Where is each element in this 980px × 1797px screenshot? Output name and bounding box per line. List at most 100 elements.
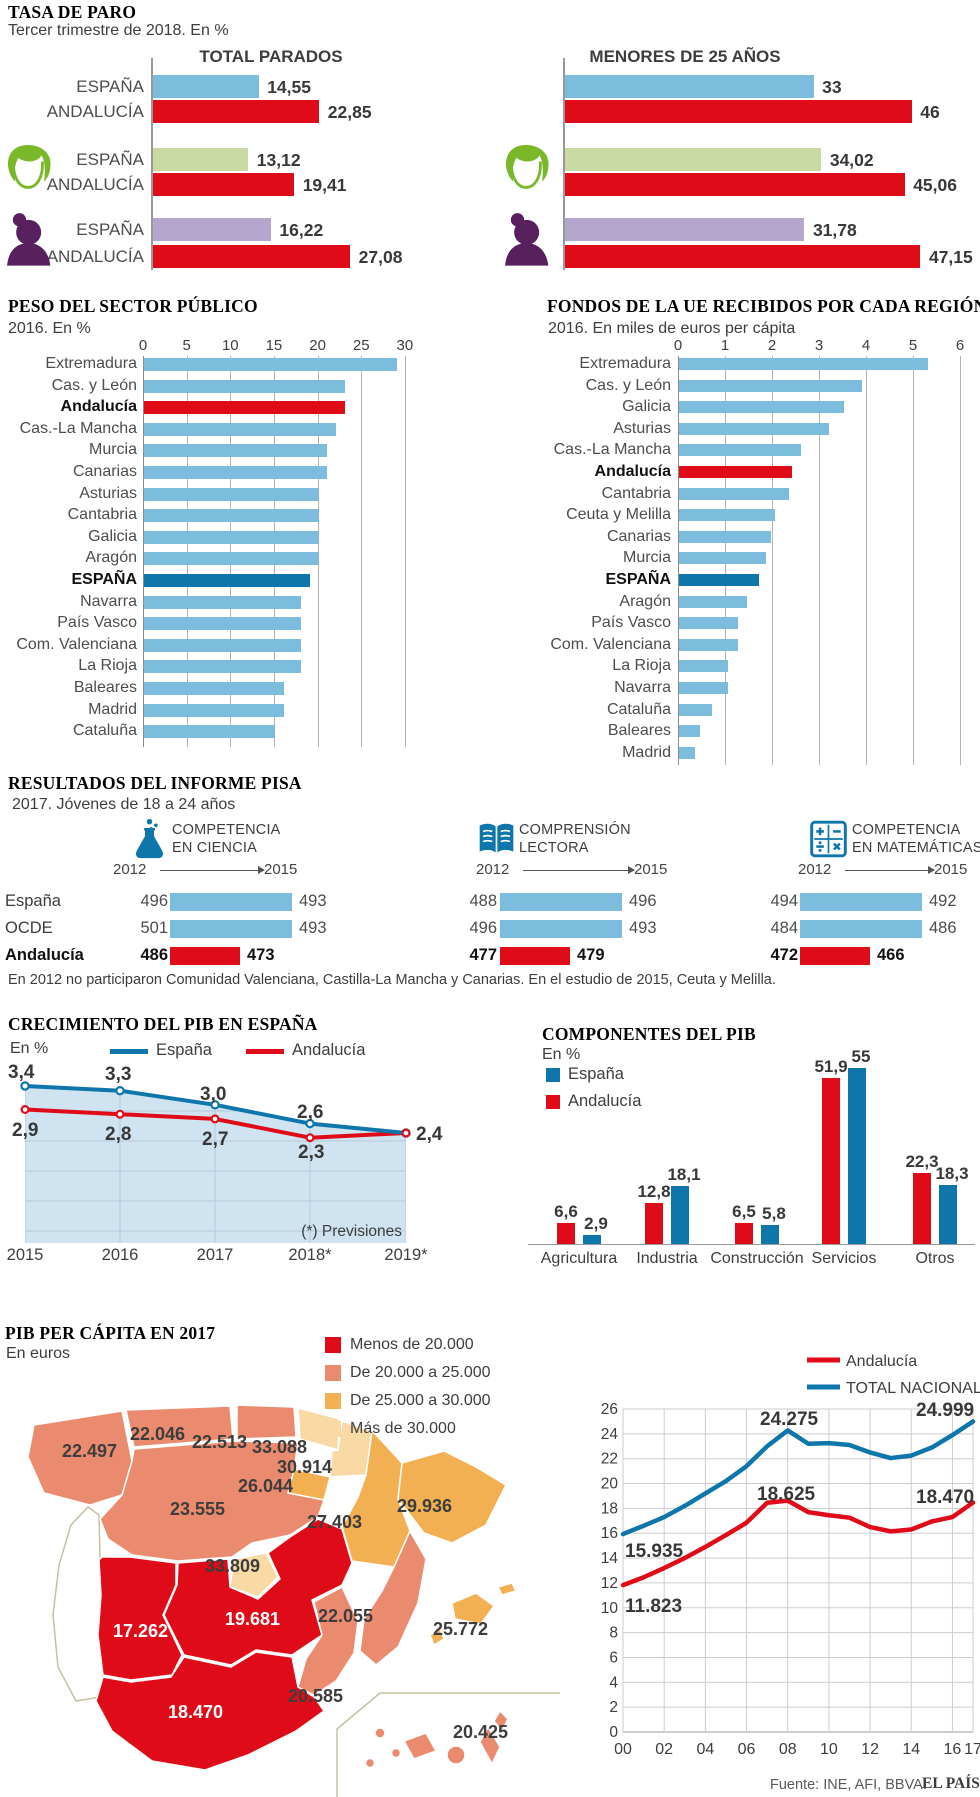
bar-value: 6,6 <box>554 1201 578 1221</box>
row-label-Murcia: Murcia <box>88 441 137 459</box>
book-icon <box>478 818 515 860</box>
y-tick-label: 24 <box>601 1426 619 1443</box>
bar-menores-ESPAÑA <box>564 218 805 241</box>
row-label-Cas. y León: Cas. y León <box>585 376 671 394</box>
y-tick-label: 26 <box>601 1401 618 1418</box>
legend-label-TOTAL NACIONAL: TOTAL NACIONAL <box>846 1380 980 1397</box>
man-icon-svg <box>505 145 549 189</box>
value-label-espana: 3,4 <box>8 1062 35 1083</box>
bar-total-ESPAÑA <box>152 218 271 241</box>
bar-andalucia-Otros <box>913 1172 931 1244</box>
bar-Extremadura <box>144 358 398 371</box>
bar-menores-ESPAÑA <box>564 148 822 171</box>
point-espana <box>210 1100 220 1110</box>
row-label-Cantabria: Cantabria <box>67 506 137 524</box>
island-lanzarote <box>493 1710 509 1732</box>
bar-total-ESPAÑA <box>152 148 249 171</box>
category-label-Industria: Industria <box>636 1250 698 1267</box>
row-label-La Rioja: La Rioja <box>78 657 137 675</box>
island-fuerteventura <box>479 1726 501 1765</box>
bar-Extremadura <box>679 358 929 370</box>
legend-label-andalucia: Andalucía <box>292 1041 366 1059</box>
gridline <box>361 356 363 747</box>
bar-Asturias <box>144 487 319 501</box>
pisa-arrow-head <box>258 866 265 874</box>
value-label-espana: 3,0 <box>200 1084 226 1105</box>
bar-value: 2,9 <box>584 1213 608 1233</box>
legend-swatch-España <box>546 1068 560 1082</box>
map-legend-label: De 25.000 a 30.000 <box>350 1392 491 1409</box>
woman-icon-svg <box>7 213 51 266</box>
bar-espana-Otros <box>939 1185 957 1244</box>
row-label-Navarra: Navarra <box>80 592 137 610</box>
x-tick-label: 10 <box>820 1741 838 1758</box>
bar-Cas. y León <box>679 379 863 392</box>
pisa-arrow-line <box>160 869 258 871</box>
bar-Aragón <box>144 552 319 566</box>
row-label-Extremadura: Extremadura <box>579 355 671 372</box>
line-total-nacional <box>620 1419 976 1537</box>
panel-title-menores-25: MENORES DE 25 AÑOS <box>589 47 781 66</box>
bar-value: 55 <box>851 1047 871 1066</box>
map-value-Cantabria: 22.513 <box>192 1432 247 1452</box>
map-value-Murcia: 20.585 <box>288 1686 343 1706</box>
map-value-Extremadura: 17.262 <box>113 1621 168 1641</box>
value-label-espana: 2,4 <box>416 1124 443 1145</box>
pisa-v2015: 466 <box>877 946 905 964</box>
bar-value: 33 <box>822 77 842 97</box>
bar-value: 47,15 <box>928 247 973 267</box>
map-value-Cataluña: 29.936 <box>397 1496 452 1516</box>
componentes-axis <box>528 1244 975 1245</box>
value-label-espana: 3,3 <box>105 1064 131 1085</box>
bar-value: 45,06 <box>913 175 957 195</box>
legend-label-España: España <box>568 1065 624 1083</box>
annotation-Andalucía: 11.823 <box>625 1596 682 1617</box>
man-icon <box>4 142 52 196</box>
y-tick-label: 18 <box>601 1500 618 1517</box>
map-value-Madrid: 33.809 <box>205 1556 260 1576</box>
bar-value: 18,1 <box>667 1165 701 1185</box>
gridline <box>819 356 820 765</box>
book-right-page <box>497 823 514 853</box>
legend-line-andalucia <box>246 1049 284 1054</box>
row-label-Madrid: Madrid <box>622 743 671 761</box>
bar-espana-Agricultura <box>583 1234 601 1244</box>
point-andalucia <box>20 1104 30 1114</box>
row-label-Com. Valenciana: Com. Valenciana <box>16 635 137 653</box>
row-label-Aragón: Aragón <box>85 549 137 567</box>
woman-shoulders <box>505 243 549 266</box>
bar-value: 31,78 <box>812 220 857 240</box>
woman-icon <box>500 212 550 266</box>
x-tick-label: 2017 <box>197 1246 234 1264</box>
map-value-Com. Valenciana: 22.055 <box>318 1606 373 1626</box>
bar-value: 46 <box>920 102 940 122</box>
legend-label-Andalucía: Andalucía <box>568 1092 642 1110</box>
times-sign <box>833 842 841 851</box>
bar-Madrid <box>679 746 696 759</box>
pisa-v2012: 496 <box>140 892 168 910</box>
bar-espana-Construcción <box>761 1225 779 1244</box>
bubble <box>146 818 153 825</box>
legend-swatch-Andalucía <box>546 1095 560 1109</box>
annotation-TOTAL NACIONAL: 24.275 <box>760 1409 819 1430</box>
bar-Murcia <box>679 552 766 565</box>
pisa-v2015: 473 <box>247 946 275 964</box>
bar-Cataluña <box>144 725 275 739</box>
x-tick-label: 04 <box>696 1741 714 1758</box>
bar-value: 13,12 <box>256 150 301 170</box>
pisa-v2015: 493 <box>299 892 327 910</box>
bar-value: 6,5 <box>732 1202 756 1222</box>
axis-line-left <box>151 58 153 270</box>
map-value-Andalucía: 18.470 <box>168 1702 223 1722</box>
x-tick-label: 12 <box>861 1741 879 1758</box>
bar-Com. Valenciana <box>144 638 302 652</box>
row-label-País Vasco: País Vasco <box>57 614 137 632</box>
row-label-Cas. y León: Cas. y León <box>51 376 137 394</box>
map-value-Asturias: 22.046 <box>130 1424 185 1444</box>
category-label-Servicios: Servicios <box>811 1250 877 1267</box>
bar-value: 51,9 <box>814 1056 848 1076</box>
pisa-year-end: 2015 <box>634 861 668 878</box>
brand-logo: EL PAÍS <box>922 1775 980 1792</box>
row-label-Canarias: Canarias <box>72 463 137 480</box>
